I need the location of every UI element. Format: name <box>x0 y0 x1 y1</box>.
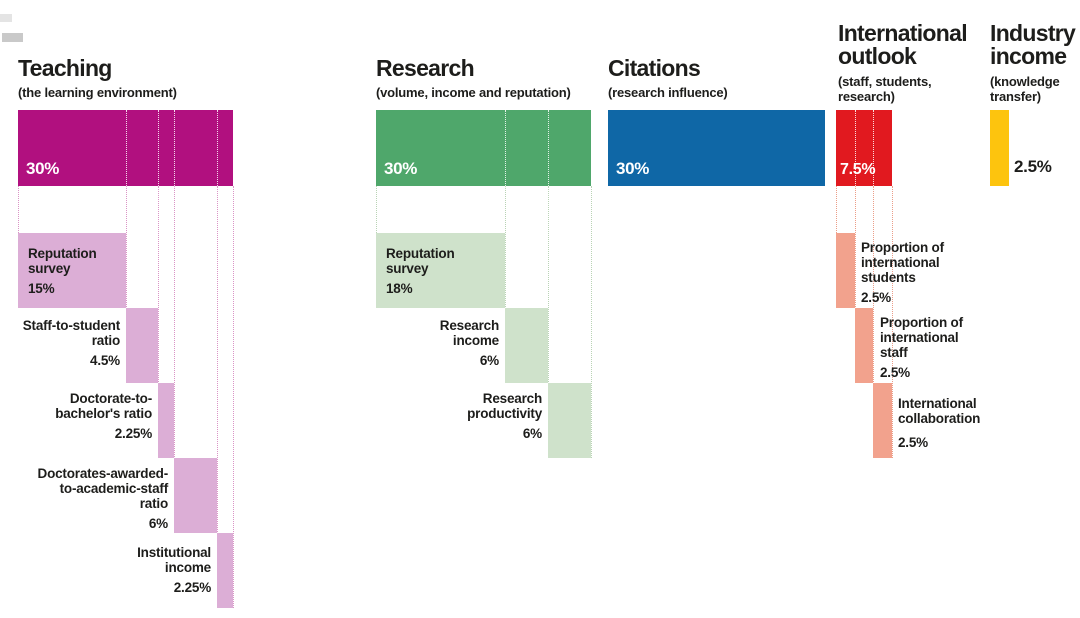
drop-line <box>892 186 893 458</box>
research-subtitle: (volume, income and reputation) <box>376 85 571 100</box>
industry-bar <box>990 110 1009 186</box>
drop-line <box>854 186 856 383</box>
research-label-reputation-survey: Reputation survey 18% <box>386 246 455 296</box>
drop-line <box>157 186 159 458</box>
bar-divider <box>216 110 218 186</box>
drop-line <box>548 186 549 458</box>
international-bar: 7.5% <box>836 110 892 186</box>
international-block-students <box>836 233 855 308</box>
international-label-collaboration: International collaboration 2.5% <box>898 396 981 450</box>
teaching-label-doctorate-bachelor-ratio: Doctorate-to- bachelor's ratio 2.25% <box>55 391 152 441</box>
teaching-label-reputation-survey: Reputation survey 15% <box>28 246 97 296</box>
research-block-reputation-survey <box>376 233 505 308</box>
citations-title: Citations <box>608 55 701 81</box>
bar-divider <box>125 110 127 186</box>
international-block-staff <box>854 308 874 383</box>
drop-line <box>233 186 234 608</box>
gray-mark-small <box>0 14 12 22</box>
research-title: Research <box>376 55 475 81</box>
research-bar: 30% <box>376 110 591 186</box>
bar-divider <box>157 110 159 186</box>
bar-divider <box>173 110 175 186</box>
teaching-title: Teaching <box>18 55 112 81</box>
research-block-research-productivity <box>548 383 591 458</box>
drop-line <box>216 186 218 608</box>
teaching-bar: 30% <box>18 110 233 186</box>
teaching-label-institutional-income: Institutional income 2.25% <box>137 545 211 595</box>
bar-divider <box>854 110 856 186</box>
bar-divider <box>873 110 875 186</box>
research-weight-label: 30% <box>384 159 418 178</box>
citations-weight-label: 30% <box>616 159 650 178</box>
drop-line <box>591 186 592 458</box>
drop-line <box>873 186 875 458</box>
research-block-research-income <box>505 308 548 383</box>
teaching-weight-label: 30% <box>26 159 60 178</box>
international-block-collaboration <box>873 383 892 458</box>
research-label-research-income: Research income 6% <box>439 318 499 368</box>
citations-subtitle: (research influence) <box>608 85 728 100</box>
bar-divider <box>548 110 549 186</box>
bar-divider <box>505 110 506 186</box>
drop-line <box>836 186 837 233</box>
teaching-block-institutional-income <box>216 533 233 608</box>
research-label-research-productivity: Research productivity 6% <box>467 391 542 441</box>
teaching-block-staff-student-ratio <box>125 308 158 383</box>
teaching-block-doctorates-awarded-ratio <box>173 458 217 533</box>
international-weight-label: 7.5% <box>840 161 876 178</box>
international-title: International outlook <box>838 20 968 69</box>
drop-line <box>376 186 377 233</box>
teaching-subtitle: (the learning environment) <box>18 85 177 100</box>
international-label-students: Proportion of international students 2.5… <box>861 240 944 305</box>
drop-line <box>173 186 175 533</box>
teaching-label-staff-student-ratio: Staff-to-student ratio 4.5% <box>22 318 120 368</box>
international-subtitle: (staff, students, research) <box>838 74 932 104</box>
teaching-block-doctorate-bachelor-ratio <box>157 383 174 458</box>
industry-subtitle: (knowledge transfer) <box>990 74 1060 104</box>
industry-weight-label: 2.5% <box>1014 157 1052 176</box>
drop-line <box>18 186 19 233</box>
citations-bar: 30% <box>608 110 825 186</box>
gray-mark <box>2 33 23 42</box>
international-label-staff: Proportion of international staff 2.5% <box>880 315 963 380</box>
teaching-label-doctorates-awarded-ratio: Doctorates-awarded- to-academic-staff ra… <box>37 466 169 531</box>
drop-line <box>125 186 127 383</box>
industry-title: Industry income <box>990 20 1076 69</box>
drop-line <box>505 186 506 383</box>
teaching-block-reputation-survey <box>18 233 126 308</box>
